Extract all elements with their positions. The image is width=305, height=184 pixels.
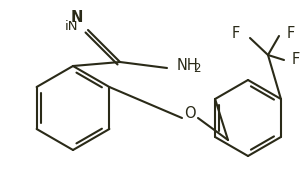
Text: O: O (184, 107, 196, 121)
Text: NH: NH (177, 57, 199, 72)
Text: F: F (292, 52, 300, 68)
Text: F: F (287, 26, 295, 40)
Text: iN: iN (64, 20, 78, 33)
Text: N: N (71, 10, 83, 25)
Text: 2: 2 (193, 63, 200, 75)
Text: F: F (232, 26, 240, 40)
